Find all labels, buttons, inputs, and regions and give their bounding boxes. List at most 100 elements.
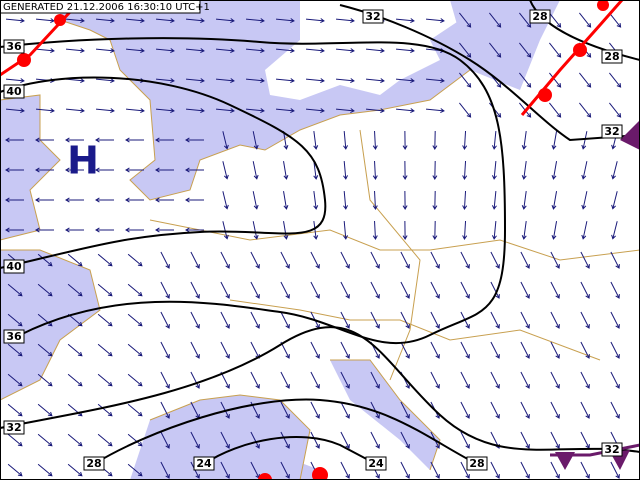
wind-arrow (160, 281, 170, 299)
wind-arrow (97, 343, 113, 357)
wind-arrow (430, 461, 440, 479)
wind-arrow (280, 281, 290, 299)
wind-arrow (549, 72, 562, 88)
wind-arrow (190, 311, 200, 329)
wind-arrow (459, 102, 472, 118)
high-pressure-label: H (67, 139, 99, 183)
wind-arrow (310, 401, 320, 419)
wind-arrow (395, 18, 415, 24)
wind-arrow (67, 283, 83, 297)
wind-arrow (365, 48, 385, 54)
wind-arrow (340, 311, 350, 329)
wind-arrow (222, 191, 229, 210)
wind-arrow (125, 108, 145, 114)
wind-arrow (402, 160, 408, 180)
wind-arrow (520, 461, 530, 479)
wind-arrow (610, 401, 620, 419)
wind-arrow (185, 18, 205, 24)
wind-arrow (37, 313, 53, 327)
wind-arrow (65, 167, 84, 173)
wind-arrow (67, 373, 83, 387)
isoline-label: 40 (3, 84, 25, 99)
wind-arrow (185, 137, 204, 143)
isoline-label: 32 (601, 124, 623, 139)
wind-arrow (549, 12, 562, 28)
isoline-labels: 32 28 28 32 36 40 40 36 32 28 24 24 28 32 (3, 9, 623, 471)
wind-arrow (125, 18, 145, 24)
wind-arrow (245, 18, 265, 24)
wind-arrow (155, 137, 174, 143)
wind-arrow (580, 341, 590, 359)
wind-arrow (370, 431, 380, 449)
wind-arrow (127, 313, 143, 327)
wind-arrow (580, 251, 590, 269)
isoline (203, 436, 377, 465)
wind-arrow (127, 283, 143, 297)
wind-arrow (610, 251, 620, 269)
label-box (365, 456, 387, 471)
wind-arrow (432, 160, 438, 180)
wind-arrow (520, 251, 530, 269)
wind-arrow (283, 161, 289, 180)
wind-arrow (127, 373, 143, 387)
wind-arrow (37, 403, 53, 417)
wind-arrow (462, 190, 468, 210)
wind-arrow (580, 281, 590, 299)
wind-arrow (430, 251, 440, 269)
wind-arrow (185, 78, 205, 84)
wind-arrow (430, 281, 440, 299)
wind-arrow (580, 311, 590, 329)
wind-arrow (155, 227, 174, 233)
wind-arrow (610, 461, 620, 479)
wind-arrow (283, 131, 289, 150)
wind-arrow (97, 403, 113, 417)
wind-arrow (250, 371, 260, 389)
wind-arrow (365, 108, 385, 114)
wind-arrow (490, 251, 500, 269)
wind-arrow (521, 161, 527, 180)
wind-arrow (400, 251, 410, 269)
wind-arrow (460, 401, 470, 419)
wind-arrow (310, 251, 320, 269)
wind-arrow (160, 401, 170, 419)
wind-arrow (5, 197, 24, 203)
wind-arrow (395, 48, 415, 54)
wind-arrow (313, 191, 319, 210)
wind-arrow (549, 102, 562, 118)
wind-arrow (127, 253, 143, 267)
wind-arrow (520, 281, 530, 299)
wind-arrow (490, 461, 500, 479)
wind-arrow (97, 433, 113, 447)
wind-arrow (611, 191, 618, 210)
wind-arrow (95, 167, 114, 173)
wind-arrow (340, 461, 350, 479)
wind-arrow (335, 108, 355, 114)
wind-arrow (310, 371, 320, 389)
wind-arrow (520, 401, 530, 419)
wind-arrow (521, 131, 527, 150)
wind-arrow (190, 371, 200, 389)
wind-arrow (160, 341, 170, 359)
label-text: 40 (6, 260, 22, 273)
wind-arrow (127, 403, 143, 417)
wind-arrow (95, 18, 115, 24)
wind-arrow (252, 191, 259, 210)
label-box (193, 456, 215, 471)
wind-arrow (550, 311, 560, 329)
wind-arrow (550, 281, 560, 299)
wind-arrow (400, 311, 410, 329)
wind-arrow (190, 341, 200, 359)
wind-arrow (37, 463, 53, 477)
wind-arrow (343, 190, 349, 210)
wind-arrow (250, 431, 260, 449)
wind-arrow (343, 220, 349, 240)
wind-arrow (313, 161, 319, 180)
wind-arrow (551, 221, 558, 240)
isoline-label: 32 (3, 420, 25, 435)
wind-arrow (460, 281, 470, 299)
wind-arrow (215, 78, 235, 84)
wind-arrow (365, 78, 385, 84)
front-symbol (54, 14, 66, 26)
wind-arrow (160, 461, 170, 479)
